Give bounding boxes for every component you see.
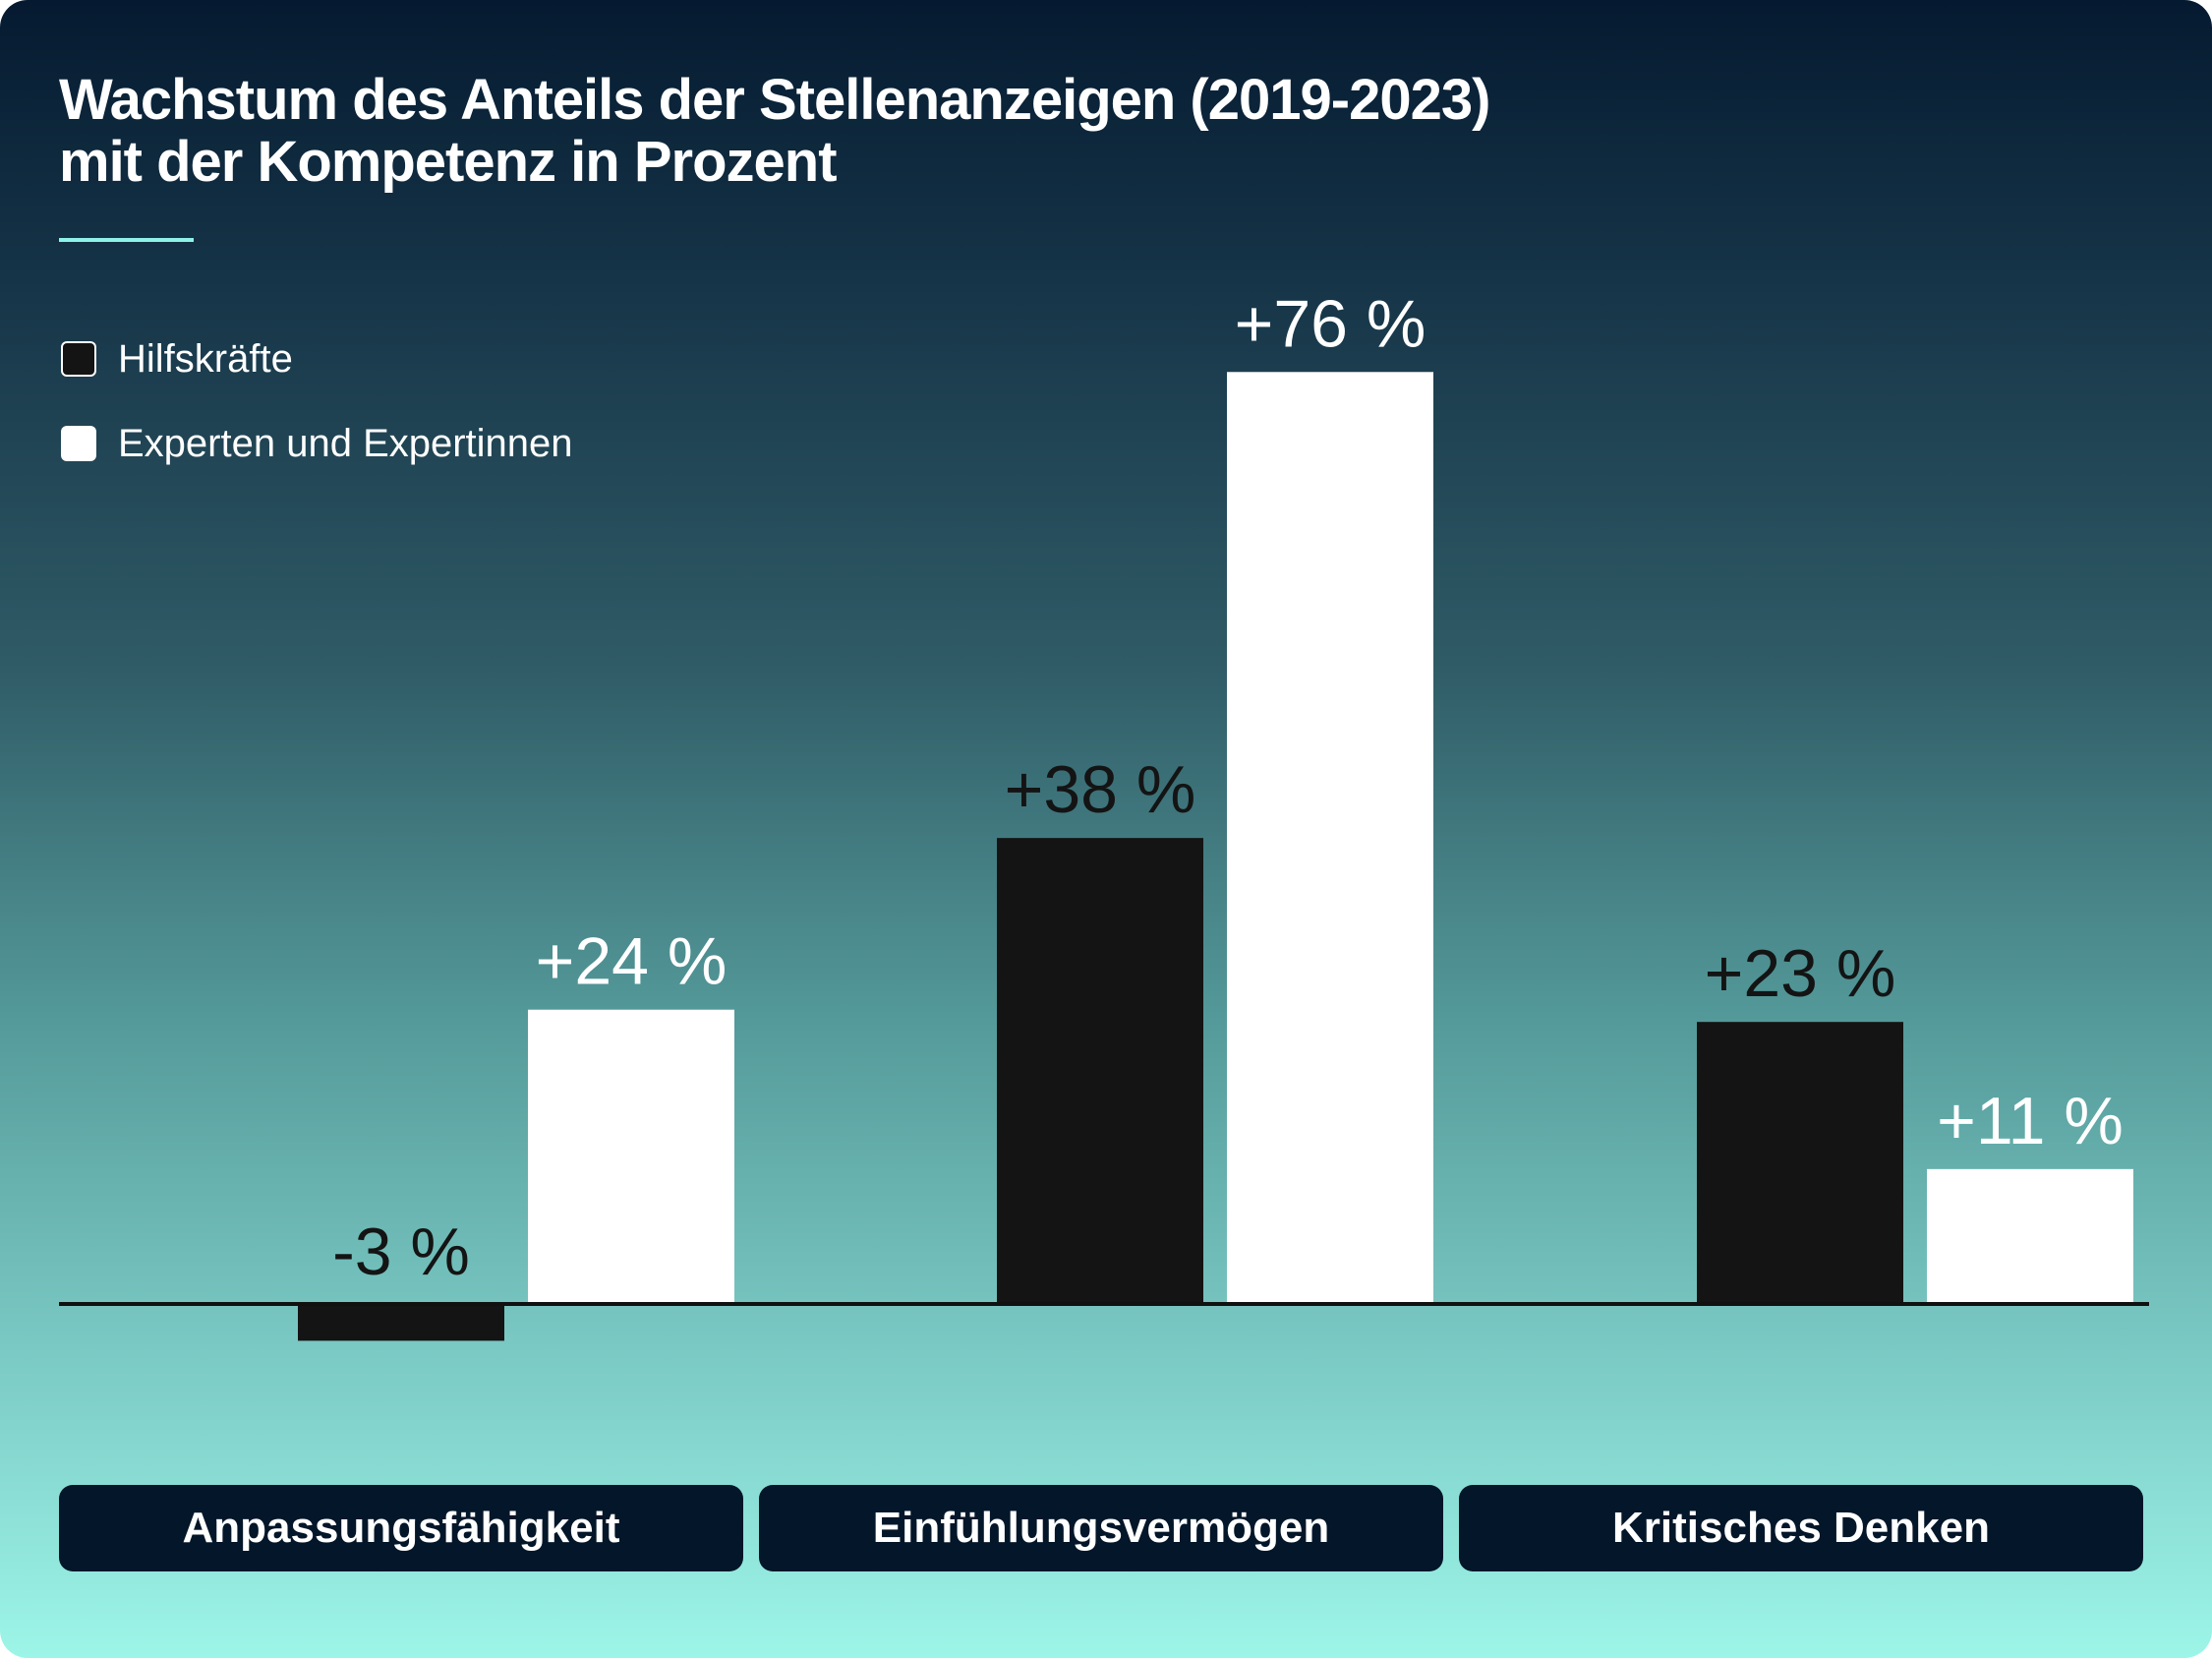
legend-swatch-experten — [61, 426, 96, 461]
bar-hilfskrafte-kritisches-denken — [1697, 1022, 1903, 1304]
category-box-kritisches-denken: Kritisches Denken — [1459, 1485, 2143, 1571]
bar-value-label-hilfskrafte-anpassungsfahigkeit: -3 % — [332, 1214, 470, 1289]
bar-experten-und-expertinnen-einfuhlungsvermogen — [1227, 372, 1433, 1304]
bar-value-label-experten-und-expertinnen-einfuhlungsvermogen: +76 % — [1235, 286, 1426, 361]
bar-value-label-experten-und-expertinnen-anpassungsfahigkeit: +24 % — [536, 924, 728, 999]
legend-swatch-hilfskraefte — [61, 341, 96, 377]
legend: Hilfskräfte Experten und Expertinnen — [61, 334, 573, 503]
category-box-anpassungsfaehigkeit: Anpassungsfähigkeit — [59, 1485, 743, 1571]
category-label-kritisches-denken: Kritisches Denken — [1612, 1504, 1990, 1552]
legend-label-experten: Experten und Expertinnen — [118, 421, 573, 465]
legend-label-hilfskraefte: Hilfskräfte — [118, 336, 293, 381]
category-label-einfuehlungsvermoegen: Einfühlungsvermögen — [872, 1504, 1330, 1552]
chart-title-line-1: Wachstum des Anteils der Stellenanzeigen… — [59, 68, 1490, 132]
bar-experten-und-expertinnen-anpassungsfahigkeit — [528, 1009, 734, 1304]
bar-value-label-hilfskrafte-einfuhlungsvermogen: +38 % — [1005, 752, 1196, 827]
legend-item-hilfskraefte: Hilfskräfte — [61, 334, 573, 384]
bar-value-label-experten-und-expertinnen-kritisches-denken: +11 % — [1937, 1084, 2124, 1158]
category-label-anpassungsfaehigkeit: Anpassungsfähigkeit — [182, 1504, 620, 1552]
chart-title: Wachstum des Anteils der Stellenanzeigen… — [59, 69, 1829, 193]
bar-experten-und-expertinnen-kritisches-denken — [1927, 1168, 2133, 1304]
legend-item-experten: Experten und Expertinnen — [61, 419, 573, 468]
chart-title-line-2: mit der Kompetenz in Prozent — [59, 130, 838, 194]
title-accent-rule — [59, 238, 194, 242]
bar-hilfskrafte-einfuhlungsvermogen — [997, 838, 1203, 1304]
category-box-einfuehlungsvermoegen: Einfühlungsvermögen — [759, 1485, 1443, 1571]
bar-hilfskrafte-anpassungsfahigkeit — [298, 1304, 504, 1341]
bar-value-label-hilfskrafte-kritisches-denken: +23 % — [1705, 936, 1896, 1011]
